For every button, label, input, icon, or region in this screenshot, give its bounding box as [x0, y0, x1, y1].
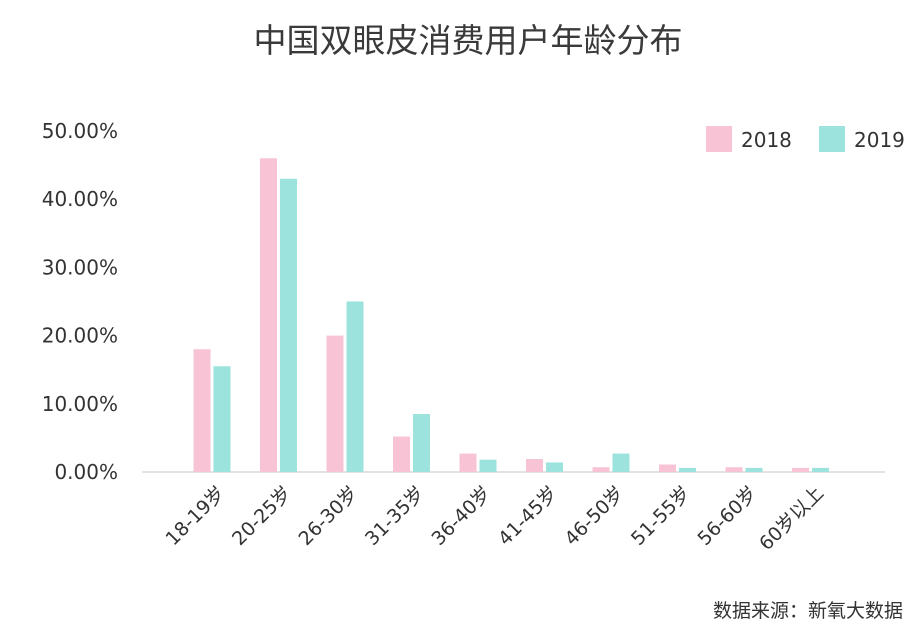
x-tick-label: 36-40岁: [427, 482, 495, 550]
x-tick-label: 56-60岁: [693, 482, 761, 550]
bar-2018-51-55岁: [659, 464, 676, 472]
bar-2019-18-19岁: [213, 366, 231, 472]
bar-2018-36-40岁: [459, 453, 477, 472]
bar-2018-41-45岁: [526, 459, 543, 472]
x-tick-label: 51-55岁: [627, 482, 695, 550]
y-tick-label: 20.00%: [42, 324, 118, 348]
x-tick-label: 60岁以上: [755, 482, 828, 555]
bar-2018-56-60岁: [725, 467, 743, 472]
x-tick-label: 46-50岁: [560, 482, 628, 550]
bar-2019-46-50岁: [612, 453, 630, 472]
bar-2019-26-30岁: [346, 301, 364, 472]
legend: 2018 2019: [706, 126, 905, 152]
bar-2019-51-55岁: [679, 467, 696, 472]
x-axis-ticks: 18-19岁20-25岁26-30岁31-35岁36-40岁41-45岁46-5…: [161, 482, 828, 555]
bar-2018-31-35岁: [393, 436, 410, 472]
chart-title: 中国双眼皮消费用户年龄分布: [254, 21, 683, 60]
x-tick-label: 41-45岁: [494, 482, 562, 550]
bar-2019-41-45岁: [546, 462, 563, 472]
bar-2019-56-60岁: [745, 467, 763, 472]
x-tick-label: 18-19岁: [161, 482, 229, 550]
bar-2018-46-50岁: [592, 467, 610, 472]
x-tick-label: 20-25岁: [228, 482, 296, 550]
y-tick-label: 40.00%: [42, 187, 118, 211]
x-tick-label: 31-35岁: [361, 482, 429, 550]
x-tick-label: 26-30岁: [294, 482, 362, 550]
legend-swatch-2018: [706, 126, 732, 152]
legend-label: 2018: [741, 128, 792, 152]
y-tick-label: 0.00%: [54, 460, 118, 484]
legend-swatch-2019: [819, 126, 845, 152]
legend-label: 2019: [854, 128, 905, 152]
y-axis-ticks: 0.00% 10.00% 20.00% 30.00% 40.00% 50.00%: [42, 119, 118, 484]
bar-2018-60岁以上: [792, 467, 809, 472]
y-tick-label: 10.00%: [42, 392, 118, 416]
bar-2018-18-19岁: [193, 349, 211, 472]
bar-2018-20-25岁: [260, 158, 277, 472]
bar-2019-60岁以上: [812, 467, 829, 472]
source-note: 数据来源：新氧大数据: [713, 600, 903, 622]
bars: [193, 158, 829, 473]
y-tick-label: 50.00%: [42, 119, 118, 143]
y-tick-label: 30.00%: [42, 255, 118, 279]
bar-2019-20-25岁: [280, 178, 297, 473]
bar-2019-36-40岁: [479, 459, 497, 472]
bar-2019-31-35岁: [413, 414, 430, 472]
bar-2018-26-30岁: [326, 335, 344, 472]
